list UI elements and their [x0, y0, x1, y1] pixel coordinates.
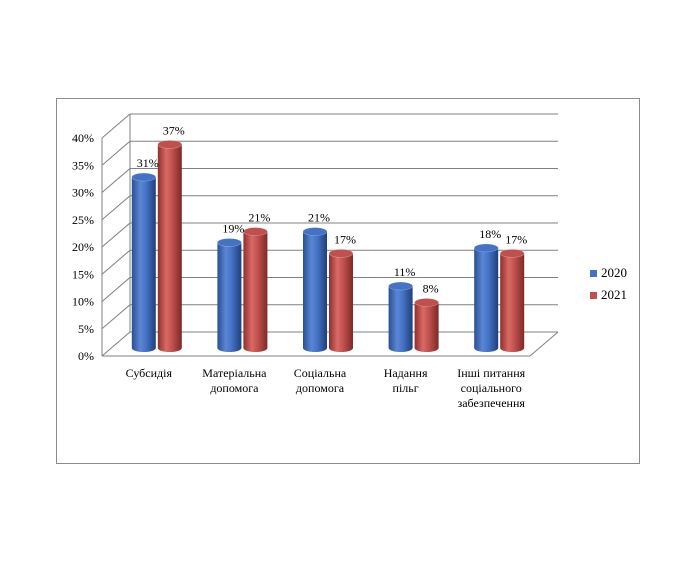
- data-label: 31%: [137, 156, 159, 170]
- bar: [473, 243, 499, 352]
- bar-body: [303, 231, 327, 352]
- bar: [414, 298, 439, 352]
- bar-cap: [217, 238, 242, 247]
- bar-body: [131, 177, 156, 352]
- data-label: 11%: [394, 265, 416, 279]
- x-tick-label: пільг: [393, 381, 419, 395]
- bar-body: [388, 286, 413, 352]
- bar: [499, 249, 525, 352]
- data-label: 37%: [163, 123, 185, 137]
- bar-cap: [243, 227, 268, 236]
- x-tick-label: забезпечення: [457, 396, 525, 410]
- x-tick-label: допомога: [210, 381, 259, 395]
- data-label: 8%: [423, 281, 439, 295]
- bar-cap: [157, 140, 183, 149]
- legend-swatch-2020: [590, 269, 597, 277]
- data-label: 17%: [334, 232, 356, 246]
- legend-label-2020: 2020: [601, 265, 627, 280]
- bar: [217, 238, 242, 352]
- bar-cap: [131, 172, 157, 182]
- bar: [243, 227, 268, 352]
- y-tick-label: 25%: [72, 213, 94, 227]
- bar-body: [500, 253, 525, 352]
- gridline-diagonal: [101, 249, 131, 275]
- bar: [131, 172, 157, 352]
- bar-cap: [499, 249, 525, 258]
- legend-item-2021: 2021: [590, 284, 627, 306]
- x-tick-label: соціального: [461, 381, 522, 395]
- bar-body: [157, 144, 182, 352]
- gridline-diagonal: [101, 304, 131, 330]
- x-tick-label: Соціальна: [294, 366, 347, 380]
- gridline-diagonal: [101, 168, 131, 193]
- bar-cap: [473, 243, 499, 253]
- bar-cap: [414, 298, 439, 307]
- x-tick-label: Інші питання: [457, 366, 525, 380]
- y-tick-label: 30%: [72, 186, 94, 200]
- legend-label-2021: 2021: [601, 287, 627, 302]
- legend-swatch-2021: [590, 291, 597, 299]
- gridline-diagonal: [101, 113, 131, 139]
- bar-body: [414, 302, 439, 352]
- bar-body: [243, 231, 268, 352]
- y-tick-label: 35%: [72, 158, 94, 172]
- y-tick-label: 10%: [72, 295, 94, 309]
- bar-body: [329, 253, 353, 352]
- bar-cap: [388, 281, 413, 291]
- bar-cap: [328, 249, 354, 258]
- data-label: 18%: [479, 227, 501, 241]
- floor-right-edge: [529, 331, 559, 357]
- data-label: 19%: [222, 221, 244, 235]
- gridline-diagonal: [101, 331, 131, 357]
- x-tick-label: Надання: [384, 366, 428, 380]
- y-tick-label: 15%: [72, 267, 94, 281]
- y-tick-label: 5%: [78, 322, 94, 336]
- legend-item-2020: 2020: [590, 262, 627, 284]
- y-tick-label: 0%: [78, 349, 94, 363]
- bar-body: [217, 242, 242, 352]
- x-tick-label: Матеріальна: [202, 366, 267, 380]
- x-tick-label: Субсидія: [126, 366, 173, 380]
- x-tick-label: допомога: [296, 381, 345, 395]
- bar: [157, 140, 183, 352]
- gridline-diagonal: [101, 195, 131, 221]
- y-tick-label: 40%: [72, 131, 94, 145]
- data-label: 21%: [308, 211, 330, 225]
- data-label: 21%: [248, 211, 270, 225]
- gridline-diagonal: [101, 222, 131, 248]
- bar: [328, 249, 354, 352]
- data-label: 17%: [505, 232, 527, 246]
- gridline-diagonal: [101, 140, 131, 166]
- bar: [388, 281, 413, 352]
- bar: [302, 227, 328, 352]
- bar-body: [474, 247, 499, 352]
- legend: 2020 2021: [590, 262, 627, 306]
- gridline-diagonal: [101, 277, 131, 302]
- y-tick-label: 20%: [72, 240, 94, 254]
- chart-frame: [56, 98, 640, 464]
- bar-cap: [302, 227, 328, 236]
